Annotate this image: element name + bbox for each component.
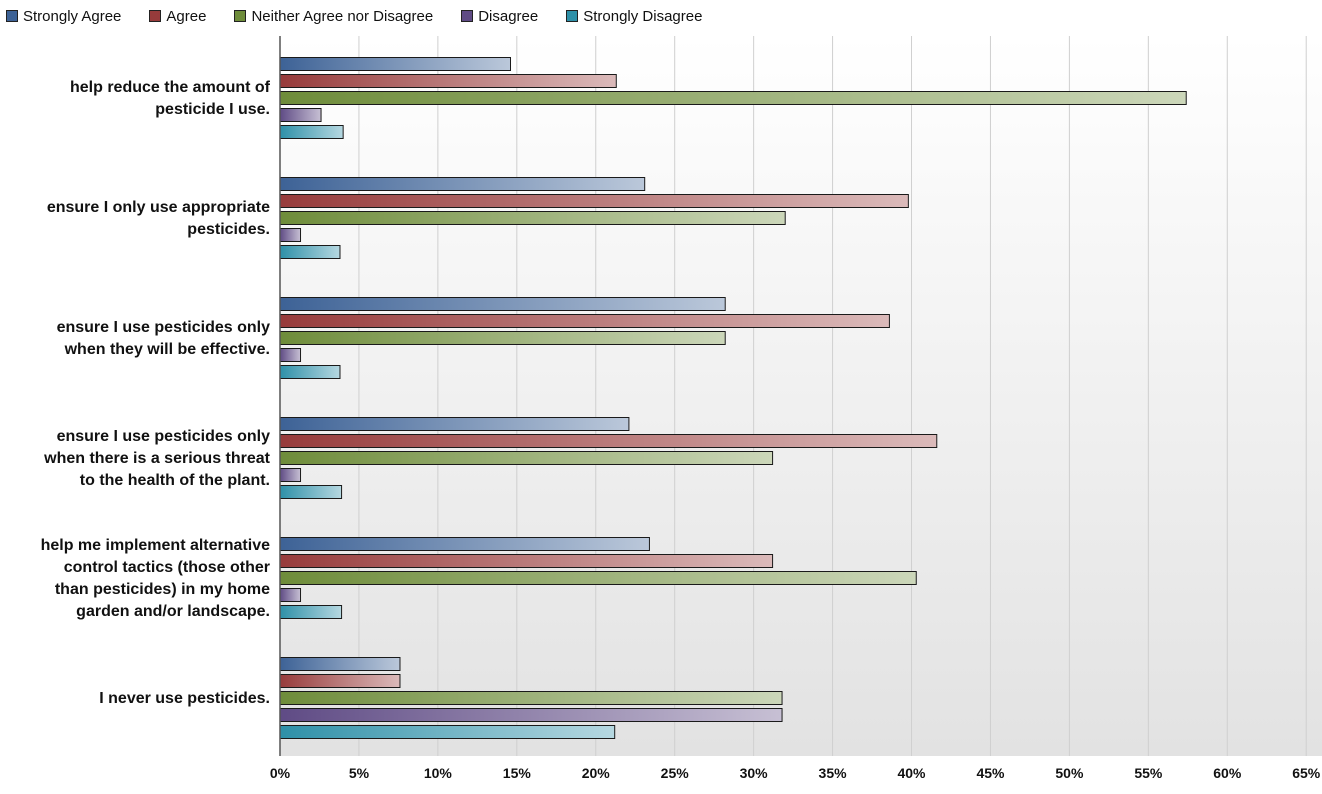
bar [279,657,401,671]
bar [279,91,1187,105]
legend-label: Strongly Agree [23,7,122,25]
grid [358,36,1307,756]
bar [279,348,302,362]
legend-label: Agree [166,7,207,25]
legend-swatch [234,10,247,22]
legend-label: Neither Agree nor Disagree [251,7,434,25]
legend-swatch [461,10,474,22]
category-labels: help reduce the amount of pesticide I use… [41,79,271,707]
plot-area [280,36,1322,756]
bar [279,297,726,311]
x-tick-label: 65% [1292,765,1321,781]
bar [279,571,917,585]
category-label: when they will be effective. [64,341,270,358]
bar [279,485,343,499]
bar [279,451,774,465]
category-label: help reduce the amount of [70,79,271,96]
x-tick-label: 25% [661,765,690,781]
bar [279,725,616,739]
x-tick-label: 50% [1055,765,1084,781]
bar [279,674,401,688]
bar [279,434,938,448]
bar [279,588,302,602]
legend-item: Strongly Agree [6,8,121,25]
x-tick-label: 60% [1213,765,1242,781]
x-tick-label: 15% [503,765,532,781]
category-label: I never use pesticides. [99,690,270,707]
category-label: ensure I use pesticides only [57,428,271,445]
bar [279,194,909,208]
bar [279,554,774,568]
x-tick-label: 35% [819,765,848,781]
x-tick-label: 40% [897,765,926,781]
bar [279,228,302,242]
category-label: help me implement alternative [41,537,271,554]
bar [279,365,341,379]
bar [279,468,302,482]
bar [279,314,890,328]
legend-item: Disagree [461,8,538,25]
bar [279,708,783,722]
x-tick-label: 45% [976,765,1005,781]
x-tick-label: 20% [582,765,611,781]
legend-item: Neither Agree nor Disagree [234,8,433,25]
x-tick-label: 55% [1134,765,1163,781]
category-label: when there is a serious threat [43,450,271,467]
category-label: control tactics (those other [64,559,270,576]
x-axis-ticks: 0% 5% 10% 15% 20% 25% 30% 35% 40% 45% 50% 55% 60% 65% [270,765,1321,781]
bar [279,537,650,551]
bar [279,177,646,191]
legend-swatch [6,10,18,22]
legend-swatch [149,10,162,22]
bar [279,211,786,225]
bar [279,417,630,431]
legend-swatch [566,10,579,22]
category-label: ensure I only use appropriate [47,199,270,216]
bar [279,125,344,139]
category-label: to the health of the plant. [80,472,270,489]
x-tick-label: 30% [740,765,769,781]
category-label: pesticides. [187,221,270,238]
legend-item: Strongly Disagree [566,8,702,25]
category-label: ensure I use pesticides only [57,319,271,336]
legend-label: Disagree [478,7,539,25]
bar [279,605,343,619]
category-label: garden and/or landscape. [76,603,270,620]
category-label: pesticide I use. [155,101,270,118]
bar [279,57,512,71]
bar [279,108,322,122]
legend-label: Strongly Disagree [583,7,703,25]
x-tick-label: 5% [349,765,370,781]
x-tick-label: 0% [270,765,291,781]
x-tick-label: 10% [424,765,453,781]
bar [279,245,341,259]
bar [279,691,783,705]
bar [279,331,726,345]
bar [279,74,617,88]
category-label: than pesticides) in my home [55,581,270,598]
legend-item: Agree [149,8,206,25]
legend: Strongly Agree Agree Neither Agree nor Dis… [6,4,730,28]
